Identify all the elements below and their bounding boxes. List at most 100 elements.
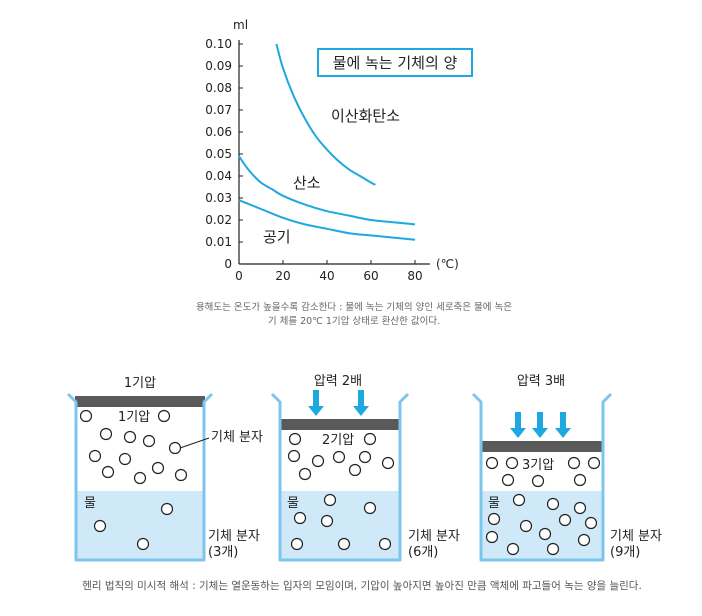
beaker-1-gas-molecules bbox=[79, 409, 188, 485]
y-tick-label: 0 bbox=[224, 257, 232, 271]
y-axis-unit: ml bbox=[233, 18, 248, 32]
y-tick-label: 0.03 bbox=[205, 191, 232, 205]
dissolved-molecule bbox=[363, 501, 377, 515]
gas-molecule bbox=[174, 468, 188, 482]
y-tick-label: 0.04 bbox=[205, 169, 232, 183]
down-arrow-icon bbox=[510, 412, 526, 438]
dissolved-molecule bbox=[136, 537, 150, 551]
dissolved-molecule bbox=[512, 493, 526, 507]
beaker-1-lid bbox=[75, 396, 205, 407]
dissolved-molecule bbox=[546, 497, 560, 511]
chart-title: 물에 녹는 기체의 양 bbox=[333, 54, 458, 72]
dissolved-molecule bbox=[573, 501, 587, 515]
dissolved-molecule bbox=[290, 537, 304, 551]
x-tick-label: 0 bbox=[235, 269, 243, 283]
y-tick-label: 0.09 bbox=[205, 59, 232, 73]
beaker-3-dissolved-molecules bbox=[485, 493, 598, 556]
pressure-arrows-3 bbox=[510, 412, 571, 438]
beaker-1-glass bbox=[66, 392, 214, 562]
series-label-air: 공기 bbox=[263, 228, 291, 246]
dissolved-molecule bbox=[506, 542, 520, 556]
x-tick-label: 20 bbox=[275, 269, 290, 283]
beaker-2-lid bbox=[279, 419, 401, 430]
gas-molecule bbox=[348, 463, 362, 477]
y-tick-label: 0.06 bbox=[205, 125, 232, 139]
dissolved-molecule bbox=[93, 519, 107, 533]
dissolved-molecule bbox=[378, 537, 392, 551]
gas-molecule bbox=[587, 456, 601, 470]
x-tick-labels: 0 20 40 60 80 bbox=[235, 260, 423, 283]
gas-molecule bbox=[298, 467, 312, 481]
dissolved-molecule bbox=[584, 516, 598, 530]
beaker-2-dissolved-molecules bbox=[290, 493, 392, 551]
beaker-3-water bbox=[481, 491, 603, 560]
dissolved-molecule bbox=[485, 530, 499, 544]
down-arrow-icon bbox=[532, 412, 548, 438]
co2-curve bbox=[275, 43, 376, 186]
y-tick-label: 0.10 bbox=[205, 37, 232, 51]
x-tick-label: 40 bbox=[319, 269, 334, 283]
gas-molecule bbox=[531, 474, 545, 488]
beaker-3-glass bbox=[471, 392, 613, 562]
y-tick-label: 0.05 bbox=[205, 147, 232, 161]
beaker-3-lid bbox=[480, 441, 604, 452]
gas-molecule bbox=[573, 473, 587, 487]
gas-molecule bbox=[123, 430, 137, 444]
dissolved-molecule bbox=[323, 493, 337, 507]
dissolved-molecule bbox=[519, 519, 533, 533]
beaker-1atm: 1기압 1기압 기체 분자 물 기체 분자 (3개) bbox=[66, 376, 263, 562]
gas-molecule bbox=[485, 456, 499, 470]
x-tick-label: 80 bbox=[407, 269, 422, 283]
gas-molecule bbox=[332, 450, 346, 464]
gas-molecule bbox=[168, 441, 182, 455]
y-tick-label: 0.08 bbox=[205, 81, 232, 95]
beaker-1-molecule-pointer bbox=[179, 437, 210, 449]
down-arrow-icon bbox=[555, 412, 571, 438]
chart-caption-line-1: 용해도는 온도가 높을수록 감소한다 : 물에 녹는 기체의 양인 세로축은 물… bbox=[196, 301, 512, 313]
pressure-arrows-2 bbox=[308, 390, 369, 416]
beaker-3-top-label: 압력 3배 bbox=[517, 374, 565, 389]
beaker-2atm: 압력 2배 2기압 물 기체 분자 (6개) bbox=[270, 374, 460, 562]
down-arrow-icon bbox=[353, 390, 369, 416]
gas-molecule bbox=[118, 452, 132, 466]
gas-molecule bbox=[363, 432, 377, 446]
beaker-3-inner-label: 3기압 bbox=[522, 458, 554, 473]
gas-molecule bbox=[157, 409, 171, 423]
dissolved-molecule bbox=[320, 514, 334, 528]
beaker-1-dissolved-molecules bbox=[93, 502, 174, 551]
beaker-2-top-label: 압력 2배 bbox=[314, 374, 362, 389]
chart-title-box bbox=[317, 48, 473, 77]
down-arrow-icon bbox=[308, 390, 324, 416]
chart-curves bbox=[238, 43, 416, 241]
beaker-1-inner-label: 1기압 bbox=[118, 410, 150, 425]
gas-molecule bbox=[79, 409, 93, 423]
y-tick-label: 0.07 bbox=[205, 103, 232, 117]
beaker-1-water-label: 물 bbox=[84, 496, 96, 511]
beaker-2-gas-molecules bbox=[287, 432, 395, 481]
solubility-chart: ml 0 0.01 0.02 0.03 0.04 0.05 0.06 0.07 0.08 0.09… bbox=[205, 18, 473, 283]
dissolved-molecule bbox=[546, 542, 560, 556]
beaker-1-dissolved-label: 기체 분자 bbox=[208, 529, 260, 544]
series-label-oxygen: 산소 bbox=[293, 174, 321, 192]
beaker-3atm: 압력 3배 3기압 물 기체 분자 (9개) bbox=[471, 374, 662, 562]
beaker-1-top-label: 1기압 bbox=[124, 376, 156, 391]
dissolved-molecule bbox=[487, 512, 501, 526]
beaker-2-glass bbox=[270, 392, 410, 562]
beaker-2-water-label: 물 bbox=[287, 496, 299, 511]
y-tick-labels: 0 0.01 0.02 0.03 0.04 0.05 0.06 0.07 0.08 0.09 0.1… bbox=[205, 37, 232, 271]
gas-molecule bbox=[133, 471, 147, 485]
gas-molecule bbox=[151, 461, 165, 475]
gas-molecule bbox=[505, 456, 519, 470]
beaker-3-dissolved-count: (9개) bbox=[610, 545, 640, 560]
air-curve bbox=[238, 199, 416, 241]
gas-molecule bbox=[88, 449, 102, 463]
dissolved-molecule bbox=[293, 511, 307, 525]
gas-molecule bbox=[567, 456, 581, 470]
dissolved-molecule bbox=[538, 527, 552, 541]
gas-molecule bbox=[287, 449, 301, 463]
x-tick-label: 60 bbox=[363, 269, 378, 283]
series-label-co2: 이산화탄소 bbox=[331, 107, 400, 125]
chart-caption-line-2: 기 체를 20℃ 1기압 상태로 환산한 값이다. bbox=[268, 315, 440, 327]
gas-molecule bbox=[311, 454, 325, 468]
